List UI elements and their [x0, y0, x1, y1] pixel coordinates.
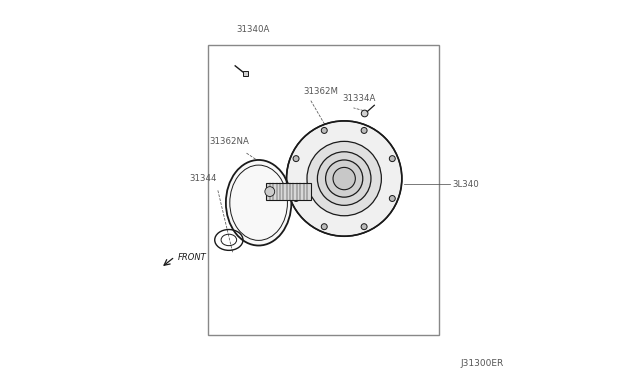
Ellipse shape	[287, 121, 402, 236]
Text: FRONT: FRONT	[177, 253, 206, 262]
Circle shape	[362, 110, 368, 117]
Ellipse shape	[317, 152, 371, 205]
Circle shape	[361, 224, 367, 230]
Bar	[209, 45, 439, 335]
Text: 31362NA: 31362NA	[209, 137, 249, 146]
Text: 31334A: 31334A	[342, 94, 376, 103]
Circle shape	[361, 128, 367, 134]
Bar	[243, 71, 248, 76]
Text: 31362M: 31362M	[303, 87, 339, 96]
Circle shape	[321, 224, 327, 230]
Circle shape	[293, 155, 299, 161]
Ellipse shape	[333, 167, 355, 190]
Text: 3L340: 3L340	[452, 180, 479, 189]
Ellipse shape	[307, 141, 381, 216]
Bar	[266, 183, 310, 200]
Circle shape	[293, 196, 299, 202]
Text: 31340A: 31340A	[236, 25, 269, 34]
Text: 31344: 31344	[189, 174, 216, 183]
Ellipse shape	[226, 160, 291, 246]
Circle shape	[389, 155, 396, 161]
Text: J31300ER: J31300ER	[461, 359, 504, 368]
Circle shape	[265, 187, 275, 196]
Circle shape	[389, 196, 396, 202]
Ellipse shape	[230, 165, 287, 240]
Ellipse shape	[326, 160, 363, 197]
Circle shape	[321, 128, 327, 134]
